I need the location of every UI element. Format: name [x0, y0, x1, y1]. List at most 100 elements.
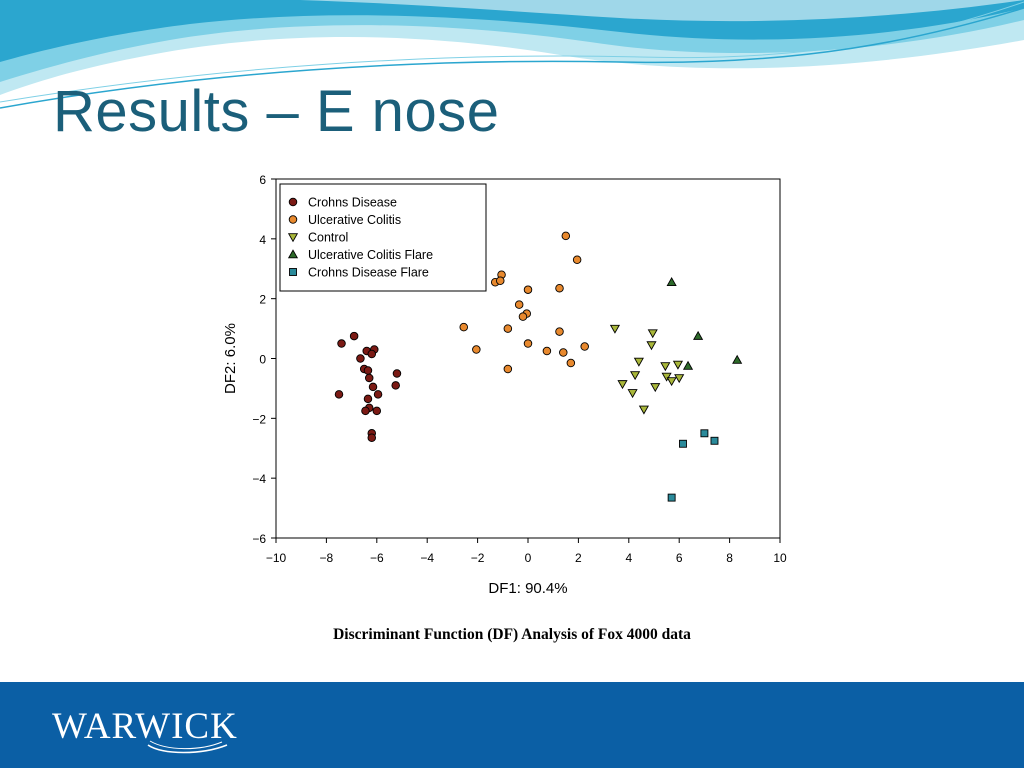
x-tick-label: 0: [525, 551, 532, 565]
data-point: [666, 276, 677, 286]
series-ulcerative-colitis-flare: [666, 276, 743, 370]
data-point: [356, 354, 365, 363]
data-point: [609, 324, 621, 334]
data-point: [361, 406, 370, 416]
legend-label: Ulcerative Colitis: [308, 213, 401, 227]
data-point: [638, 405, 649, 415]
data-point: [650, 383, 661, 393]
swoosh-top-white: [300, 0, 1024, 22]
data-point: [555, 327, 564, 336]
legend-box: [279, 183, 487, 292]
legend-marker: [287, 249, 299, 259]
legend-marker: [288, 215, 298, 224]
legend-label: Crohns Disease: [308, 196, 397, 210]
warwick-logo: WARWICK: [52, 705, 292, 755]
x-tick-label: 8: [726, 551, 733, 565]
legend: Crohns Disease Ulcerative Colitis Control U…: [279, 183, 487, 292]
data-point: [630, 371, 641, 381]
y-tick-label: 6: [259, 173, 266, 187]
data-point: [666, 377, 677, 387]
y-axis-ticks: −6 −4 −2 0 2 4 6: [252, 173, 276, 546]
header-swoosh-decoration: [0, 0, 1024, 109]
data-point: [679, 439, 687, 448]
chart-caption: Discriminant Function (DF) Analysis of F…: [333, 626, 691, 643]
y-axis-label: DF2: 6.0%: [222, 323, 239, 394]
series-crohns-disease-flare: [667, 429, 719, 502]
y-tick-label: 4: [259, 233, 266, 247]
scatter-chart: −6 −4 −2 0 2 4 6 −10 −8 −6 −4 −2 0 2 4 6 8 10 Crohns Dis…: [222, 173, 787, 597]
data-point: [700, 429, 709, 438]
y-tick-label: 2: [259, 293, 266, 307]
data-point: [542, 346, 552, 356]
data-point: [732, 354, 743, 364]
data-point: [392, 369, 402, 378]
data-point: [364, 373, 374, 383]
x-tick-label: −8: [320, 551, 334, 565]
data-point: [367, 349, 377, 359]
x-tick-label: 10: [773, 551, 787, 565]
data-point: [503, 364, 513, 374]
data-point: [518, 312, 528, 321]
series-control: [609, 324, 685, 415]
data-point: [372, 406, 382, 416]
data-point: [633, 357, 644, 367]
data-point: [572, 255, 582, 265]
y-tick-label: 0: [259, 353, 266, 367]
y-tick-label: −2: [252, 412, 266, 426]
data-point: [667, 493, 676, 502]
data-point: [580, 342, 589, 351]
data-point: [523, 339, 533, 348]
data-point: [555, 283, 564, 293]
slide-title: Results – E nose: [53, 79, 500, 144]
footer-band: [0, 682, 1024, 768]
data-point: [627, 389, 638, 399]
x-tick-label: 6: [676, 551, 683, 565]
series-ulcerative-colitis: [459, 231, 589, 374]
data-point: [660, 362, 671, 372]
legend-items: Crohns Disease Ulcerative Colitis Control U…: [287, 196, 433, 280]
data-point: [514, 300, 524, 309]
data-point: [472, 345, 481, 354]
data-point: [646, 341, 657, 351]
data-point: [337, 339, 346, 348]
legend-marker: [287, 233, 299, 243]
data-point: [363, 366, 373, 375]
legend-marker: [288, 197, 298, 207]
x-tick-label: −10: [266, 551, 287, 565]
data-point: [674, 374, 685, 384]
x-tick-label: −2: [471, 551, 485, 565]
legend-marker: [289, 268, 297, 276]
data-point: [367, 433, 377, 443]
data-point: [561, 231, 571, 241]
data-point: [496, 276, 505, 285]
warwick-logo-swoosh: [147, 740, 228, 754]
series-crohns-disease: [334, 331, 402, 443]
y-tick-label: −6: [252, 532, 266, 546]
data-point: [661, 372, 672, 382]
data-point: [682, 360, 694, 370]
data-point: [503, 324, 513, 333]
data-point: [373, 390, 383, 399]
data-point: [391, 381, 400, 390]
x-tick-label: −6: [370, 551, 384, 565]
legend-label: Ulcerative Colitis Flare: [308, 248, 433, 262]
legend-label: Control: [308, 231, 348, 245]
x-axis-ticks: −10 −8 −6 −4 −2 0 2 4 6 8 10: [266, 538, 787, 565]
data-point: [459, 322, 468, 332]
data-points: [334, 231, 743, 502]
x-tick-label: 2: [575, 551, 582, 565]
warwick-logo-text: WARWICK: [52, 706, 238, 747]
data-point: [647, 329, 658, 339]
data-point: [710, 436, 719, 445]
legend-label: Crohns Disease Flare: [308, 266, 429, 280]
x-tick-label: 4: [625, 551, 632, 565]
data-point: [363, 394, 373, 404]
x-axis-label: DF1: 90.4%: [488, 580, 567, 597]
data-point: [672, 360, 684, 370]
data-point: [566, 358, 576, 368]
data-point: [693, 330, 704, 340]
chart-panel: −6 −4 −2 0 2 4 6 −10 −8 −6 −4 −2 0 2 4 6 8 10 Crohns Dis…: [213, 165, 810, 602]
data-point: [349, 331, 359, 341]
data-point: [334, 390, 344, 399]
